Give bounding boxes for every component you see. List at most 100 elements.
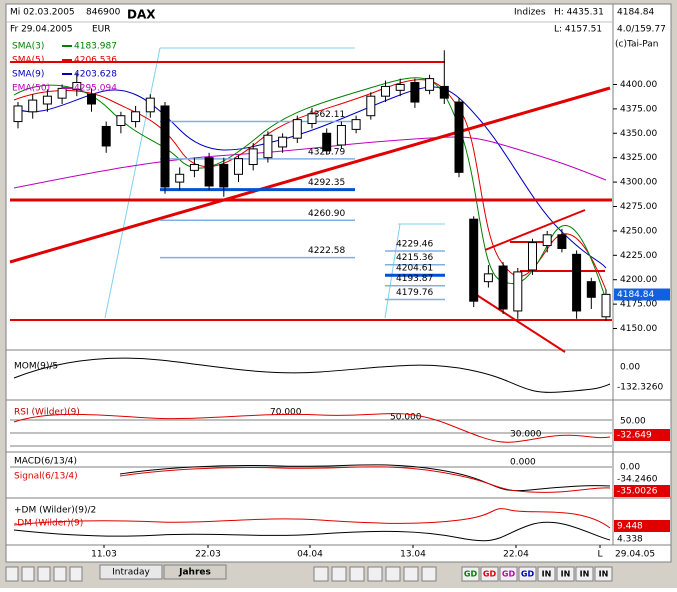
candle-body <box>87 93 96 105</box>
tool-icon[interactable] <box>5 566 19 582</box>
candle-body <box>219 164 229 188</box>
price-box <box>614 288 670 301</box>
y-tick-label: 4275.00 <box>620 202 657 212</box>
date-label: 22.03 <box>195 550 221 560</box>
panel-label: RSI (Wilder)(9) <box>14 408 80 418</box>
y-tick-label: 4150.00 <box>620 324 657 334</box>
trend-line <box>9 86 611 264</box>
price-box-label: 4184.84 <box>617 290 654 300</box>
tab[interactable] <box>99 564 163 580</box>
candle-body <box>395 83 405 91</box>
trend-line <box>471 291 566 353</box>
candle-body <box>145 97 155 113</box>
level-label: 30.000 <box>510 430 542 440</box>
axis-label: 0.00 <box>620 363 640 373</box>
panel-label: -DM (Wilder)(9) <box>14 519 83 529</box>
ratio: 4.0/159.77 <box>617 25 666 35</box>
tool-icon[interactable] <box>421 566 437 582</box>
index-name: DAX <box>127 8 156 22</box>
candle-body <box>189 164 199 171</box>
candle-body <box>307 113 317 125</box>
panel-label: MACD(6/13/4) <box>14 457 77 467</box>
tool-button[interactable] <box>518 566 537 582</box>
candle-body <box>131 111 141 123</box>
chart-area <box>5 3 672 563</box>
tool-icon[interactable] <box>403 566 419 582</box>
level-label: 0.000 <box>510 458 536 468</box>
tool-icon[interactable] <box>349 566 365 582</box>
date-label: 22.04 <box>503 550 529 560</box>
candle-body <box>57 87 67 99</box>
date-label: 13.04 <box>400 550 426 560</box>
indicator-line <box>119 464 611 492</box>
currency: EUR <box>92 25 111 35</box>
candle-body <box>513 271 523 312</box>
candle-body <box>175 173 185 183</box>
axis-label: 50.00 <box>620 417 646 427</box>
trend-line <box>484 209 586 251</box>
candle-body <box>366 95 376 117</box>
tool-icon[interactable] <box>331 566 347 582</box>
price-panel: 4362.114323.794292.354260.904222.584229.… <box>9 47 612 353</box>
tool-button[interactable] <box>556 566 575 582</box>
last-value-box <box>614 485 670 497</box>
candle-body <box>439 85 449 99</box>
candle-body <box>292 119 302 139</box>
tool-icon[interactable] <box>385 566 401 582</box>
fib-label: 4222.58 <box>308 246 345 256</box>
candle-body <box>528 242 537 271</box>
date-label: 04.04 <box>297 550 323 560</box>
candle-body <box>586 281 596 298</box>
tool-button-label: GD <box>521 570 535 579</box>
fib-label: 4179.76 <box>396 288 433 298</box>
last-value: -34.2460 <box>617 475 658 485</box>
last-value: -32.649 <box>617 431 652 441</box>
y-tick-label: 4200.00 <box>620 275 657 285</box>
candle-body <box>469 218 479 302</box>
tool-button-label: GD <box>483 570 497 579</box>
tool-icon[interactable] <box>367 566 383 582</box>
candle-body <box>101 125 111 147</box>
tool-button[interactable] <box>480 566 499 582</box>
fan-line <box>384 223 401 319</box>
tool-icon[interactable] <box>313 566 329 582</box>
tab-label: Jahres <box>178 568 211 578</box>
candle-body <box>248 148 258 166</box>
tool-button[interactable] <box>594 566 613 582</box>
last-value-box <box>614 429 670 441</box>
tool-icon[interactable] <box>21 566 35 582</box>
symbol: 846900 <box>86 8 121 18</box>
copyright: (c)Tai-Pan <box>615 40 658 50</box>
group: Indizes <box>514 8 546 18</box>
date-axis: 11.03 22.03 04.04 13.04 22.04 L <box>91 545 603 560</box>
low: L: 4157.51 <box>554 25 602 35</box>
candle-body <box>160 105 170 188</box>
fib-label: 4215.36 <box>396 253 433 263</box>
tool-button[interactable] <box>461 566 480 582</box>
tool-button[interactable] <box>575 566 594 582</box>
date-label: L <box>597 550 602 560</box>
sma-line <box>13 77 607 301</box>
tool-icon[interactable] <box>69 566 83 582</box>
tool-button[interactable] <box>499 566 518 582</box>
candle-body <box>116 115 126 126</box>
last-price: 4184.84 <box>617 8 654 18</box>
ema-line <box>13 136 607 189</box>
tool-icon[interactable] <box>53 566 67 582</box>
candle-body <box>381 85 390 97</box>
tool-icon[interactable] <box>37 566 51 582</box>
panel-label: Signal(6/13/4) <box>14 472 78 482</box>
tab[interactable] <box>163 564 227 580</box>
candle-body <box>13 105 23 123</box>
tool-button[interactable] <box>537 566 556 582</box>
indicator-line <box>13 413 611 443</box>
fan-line <box>104 47 161 319</box>
candle-body <box>410 82 420 103</box>
indicator-line <box>13 521 611 542</box>
y-tick-label: 4250.00 <box>620 226 657 236</box>
level-label: 70.000 <box>270 408 302 418</box>
last-value: 9.448 <box>617 522 643 532</box>
candle-body <box>28 99 38 113</box>
candle-body <box>425 78 435 91</box>
candle-body <box>322 132 332 152</box>
